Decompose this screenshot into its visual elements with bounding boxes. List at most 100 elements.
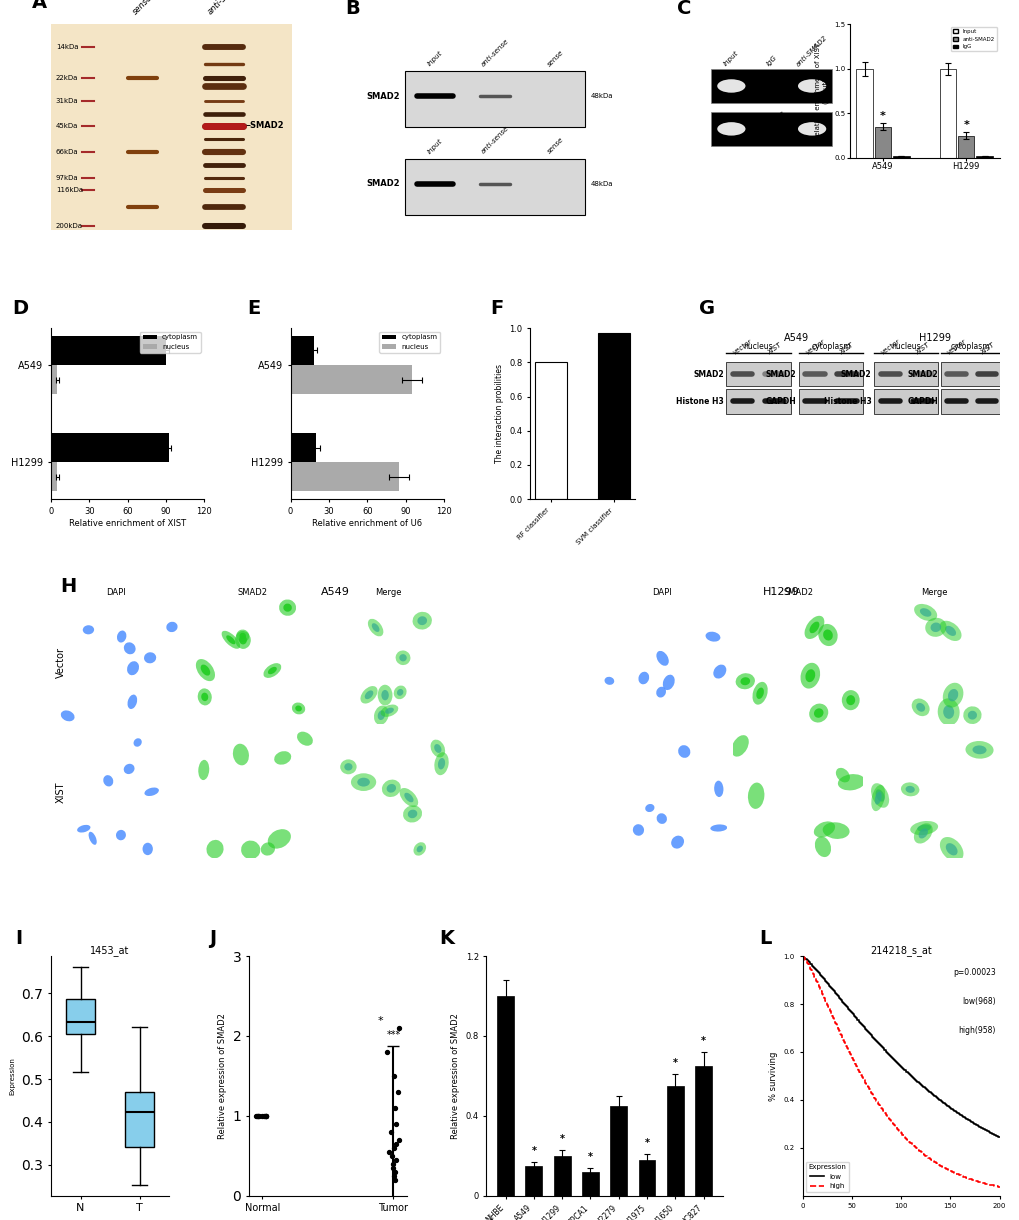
Ellipse shape <box>804 616 823 639</box>
Ellipse shape <box>283 604 291 611</box>
Point <box>385 1138 401 1158</box>
Text: A549: A549 <box>783 333 808 343</box>
Text: Input: Input <box>426 50 443 67</box>
Point <box>258 1107 274 1126</box>
Bar <box>798 362 862 387</box>
Ellipse shape <box>874 789 883 802</box>
Text: anti-sense: anti-sense <box>480 38 510 67</box>
Ellipse shape <box>77 825 91 832</box>
Text: GAPDH: GAPDH <box>764 396 796 406</box>
Y-axis label: % surviving: % surviving <box>768 1052 777 1100</box>
Text: XIST: XIST <box>913 343 929 356</box>
Text: Histone H3: Histone H3 <box>822 396 870 406</box>
Bar <box>694 1066 711 1196</box>
Ellipse shape <box>340 759 357 775</box>
Text: 66kDa: 66kDa <box>56 149 78 155</box>
Ellipse shape <box>381 691 388 700</box>
Ellipse shape <box>938 837 963 861</box>
Ellipse shape <box>201 665 210 676</box>
low <box>890 1054 902 1069</box>
Bar <box>666 1086 683 1196</box>
Ellipse shape <box>238 636 247 644</box>
Ellipse shape <box>911 699 928 716</box>
Title: Merge: Merge <box>920 588 947 597</box>
high <box>957 1170 969 1185</box>
low <box>957 1109 969 1124</box>
Text: J: J <box>209 930 216 948</box>
Bar <box>290 336 313 365</box>
Text: *: * <box>531 1146 536 1155</box>
X-axis label: Relative enrichment of U6: Relative enrichment of U6 <box>312 518 422 527</box>
Text: 22kDa: 22kDa <box>56 74 78 81</box>
Bar <box>726 362 790 387</box>
Text: *: * <box>559 1133 565 1143</box>
Ellipse shape <box>909 821 937 836</box>
Bar <box>609 1105 627 1196</box>
Text: *: * <box>377 1016 383 1026</box>
low <box>913 1076 925 1091</box>
Ellipse shape <box>936 698 959 726</box>
Ellipse shape <box>900 782 918 797</box>
Text: ***: *** <box>386 1030 400 1041</box>
Ellipse shape <box>905 786 914 793</box>
Ellipse shape <box>413 842 426 855</box>
Ellipse shape <box>971 745 985 754</box>
Text: SMAD2: SMAD2 <box>907 370 937 378</box>
Ellipse shape <box>645 804 654 813</box>
Ellipse shape <box>747 782 763 809</box>
PathPatch shape <box>65 999 95 1035</box>
Text: anti-SMAD2: anti-SMAD2 <box>756 110 786 140</box>
Ellipse shape <box>395 650 410 665</box>
Ellipse shape <box>965 741 993 759</box>
Ellipse shape <box>263 664 281 678</box>
Ellipse shape <box>374 705 388 725</box>
Ellipse shape <box>916 825 930 832</box>
Point <box>258 1107 274 1126</box>
Ellipse shape <box>915 703 924 711</box>
Text: H1299: H1299 <box>762 587 799 597</box>
Ellipse shape <box>808 704 827 722</box>
Text: XIST: XIST <box>55 782 65 804</box>
Y-axis label: Expression: Expression <box>10 1057 15 1094</box>
Bar <box>597 333 630 499</box>
Ellipse shape <box>740 677 749 686</box>
Title: 214218_s_at: 214218_s_at <box>869 946 931 956</box>
Ellipse shape <box>123 642 136 654</box>
Text: vector: vector <box>878 338 900 356</box>
Ellipse shape <box>357 777 370 787</box>
Point <box>389 1082 406 1102</box>
Ellipse shape <box>967 711 976 720</box>
Text: L: L <box>758 930 770 948</box>
Title: SMAD2: SMAD2 <box>237 588 267 597</box>
Point <box>383 1146 399 1165</box>
X-axis label: Relative enrichment of XIST: Relative enrichment of XIST <box>69 518 186 527</box>
Ellipse shape <box>671 836 684 849</box>
Ellipse shape <box>226 636 235 644</box>
Ellipse shape <box>822 630 832 640</box>
Ellipse shape <box>103 775 113 787</box>
Text: XIST: XIST <box>838 343 854 356</box>
Ellipse shape <box>279 599 296 616</box>
Ellipse shape <box>385 708 393 714</box>
Ellipse shape <box>962 706 980 723</box>
Ellipse shape <box>365 691 373 699</box>
Ellipse shape <box>813 821 835 837</box>
Text: A549: A549 <box>321 587 350 597</box>
Ellipse shape <box>416 845 423 853</box>
Text: nucleus: nucleus <box>743 342 772 350</box>
Y-axis label: The interaction probilities: The interaction probilities <box>494 364 503 464</box>
Point <box>256 1107 272 1126</box>
Ellipse shape <box>942 683 963 708</box>
Bar <box>290 433 316 462</box>
Bar <box>941 389 1002 414</box>
Ellipse shape <box>145 788 159 795</box>
Bar <box>553 1155 570 1196</box>
Text: nucleus: nucleus <box>891 342 920 350</box>
Ellipse shape <box>929 622 941 632</box>
Y-axis label: Relative expression of SMAD2: Relative expression of SMAD2 <box>450 1013 460 1138</box>
Ellipse shape <box>752 682 767 705</box>
Point <box>250 1107 266 1126</box>
Bar <box>710 70 832 102</box>
Point <box>388 1133 405 1153</box>
Ellipse shape <box>919 609 930 617</box>
